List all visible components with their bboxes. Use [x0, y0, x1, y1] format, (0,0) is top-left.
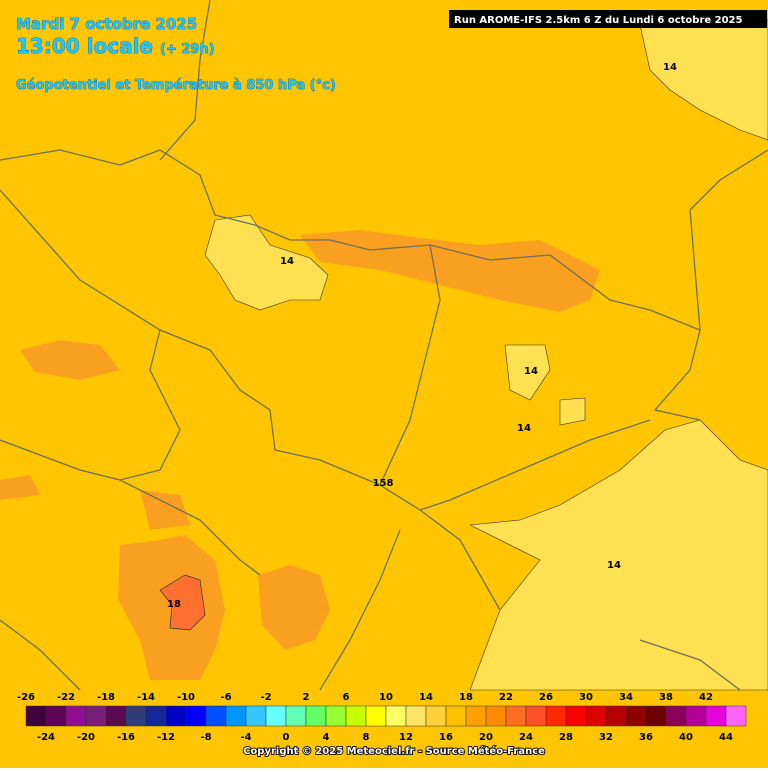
scale-swatch — [585, 705, 607, 727]
scale-swatch — [425, 705, 447, 727]
scale-label: 28 — [559, 732, 573, 743]
scale-label: 38 — [659, 692, 673, 703]
scale-label: 12 — [399, 732, 413, 743]
scale-label: 24 — [519, 732, 533, 743]
scale-swatch — [625, 705, 647, 727]
scale-swatch — [385, 705, 407, 727]
scale-label: 42 — [699, 692, 713, 703]
scale-swatch — [545, 705, 567, 727]
borders — [0, 0, 768, 691]
field-title: Géopotentiel et Température à 850 hPa (°… — [16, 78, 336, 93]
scale-label: 8 — [363, 732, 370, 743]
scale-swatch — [105, 705, 127, 727]
scale-label: 26 — [539, 692, 553, 703]
scale-label: -26 — [17, 692, 35, 703]
scale-label: 40 — [679, 732, 693, 743]
scale-swatch — [45, 705, 67, 727]
scale-label: 34 — [619, 692, 633, 703]
scale-label: 6 — [343, 692, 350, 703]
pale-areas — [204, 19, 768, 691]
warm-areas — [0, 230, 600, 680]
scale-swatch — [505, 705, 527, 727]
scale-swatch — [345, 705, 367, 727]
local-time: 13:00 locale — [16, 34, 153, 58]
scale-label: -16 — [117, 732, 135, 743]
contour-label: 14 — [607, 560, 621, 571]
scale-swatch — [285, 705, 307, 727]
scale-swatch — [485, 705, 507, 727]
scale-label: -8 — [200, 732, 211, 743]
scale-swatch — [445, 705, 467, 727]
scale-label: 18 — [459, 692, 473, 703]
scale-swatch — [605, 705, 627, 727]
scale-label: 10 — [379, 692, 393, 703]
scale-label: -20 — [77, 732, 95, 743]
scale-swatch — [465, 705, 487, 727]
contour-label: 14 — [280, 256, 294, 267]
scale-label: -6 — [220, 692, 231, 703]
scale-swatch — [665, 705, 687, 727]
scale-label: 14 — [419, 692, 433, 703]
run-banner — [449, 10, 767, 28]
scale-label: 36 — [639, 732, 653, 743]
scale-swatch — [525, 705, 547, 727]
scale-label: 16 — [439, 732, 453, 743]
scale-swatch — [325, 705, 347, 727]
scale-swatch — [305, 705, 327, 727]
contour-label: 14 — [517, 423, 531, 434]
lead-time: (+ 29h) — [160, 42, 215, 57]
scale-swatch — [65, 705, 87, 727]
scale-label: 0 — [283, 732, 290, 743]
scale-swatch — [705, 705, 727, 727]
scale-label: 44 — [719, 732, 733, 743]
scale-swatch — [225, 705, 247, 727]
contour-label: 18 — [167, 599, 181, 610]
scale-swatch — [685, 705, 707, 727]
scale-label: 30 — [579, 692, 593, 703]
scale-swatch — [205, 705, 227, 727]
scale-label: 22 — [499, 692, 513, 703]
scale-swatch — [725, 705, 747, 727]
scale-swatch — [165, 705, 187, 727]
scale-label: -22 — [57, 692, 75, 703]
scale-swatch — [185, 705, 207, 727]
contour-label: 158 — [373, 478, 394, 489]
contour-label: 14 — [524, 366, 538, 377]
scale-label: 20 — [479, 732, 493, 743]
scale-swatch — [365, 705, 387, 727]
scale-label: 4 — [323, 732, 330, 743]
scale-label: 2 — [303, 692, 310, 703]
scale-swatch — [25, 705, 47, 727]
scale-swatch — [245, 705, 267, 727]
scale-label: -24 — [37, 732, 55, 743]
scale-label: -10 — [177, 692, 195, 703]
scale-swatch — [145, 705, 167, 727]
scale-swatch — [565, 705, 587, 727]
scale-swatch — [645, 705, 667, 727]
scale-label: 32 — [599, 732, 613, 743]
scale-label: -2 — [260, 692, 271, 703]
copyright: Copyright © 2025 Meteociel.fr - Source M… — [243, 745, 545, 757]
scale-label: -18 — [97, 692, 115, 703]
hot-area — [159, 574, 206, 631]
scale-swatch — [125, 705, 147, 727]
contour-label: 14 — [663, 62, 677, 73]
scale-label: -14 — [137, 692, 155, 703]
scale-swatch — [405, 705, 427, 727]
date: Mardi 7 octobre 2025 — [16, 15, 197, 33]
scale-label: -12 — [157, 732, 175, 743]
scale-label: -4 — [240, 732, 251, 743]
scale-swatch — [265, 705, 287, 727]
scale-swatch — [85, 705, 107, 727]
run-info: Run AROME-IFS 2.5km 6 Z du Lundi 6 octob… — [454, 15, 743, 26]
